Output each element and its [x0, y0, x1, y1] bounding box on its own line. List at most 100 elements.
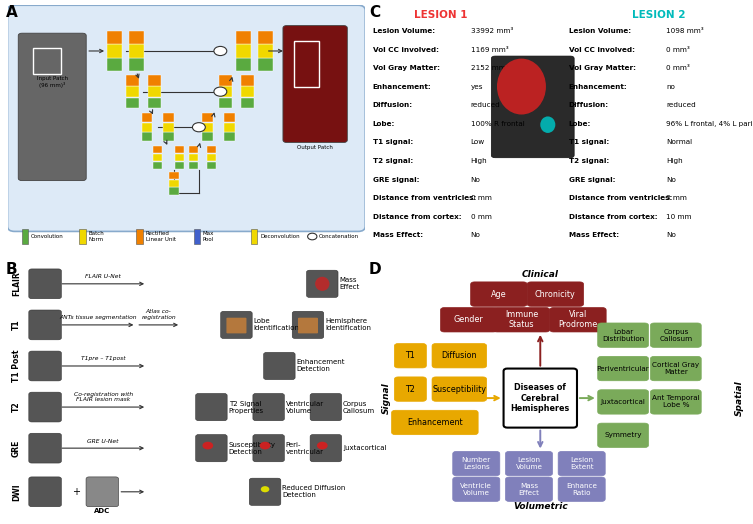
- Bar: [148, 97, 160, 108]
- Text: 96% L frontal, 4% L parietal: 96% L frontal, 4% L parietal: [666, 121, 753, 127]
- FancyBboxPatch shape: [395, 344, 426, 368]
- Text: Lesion Volume:: Lesion Volume:: [569, 28, 631, 34]
- Text: Susceptibility
Detection: Susceptibility Detection: [229, 442, 276, 455]
- FancyBboxPatch shape: [29, 269, 61, 299]
- FancyBboxPatch shape: [392, 410, 478, 435]
- Text: No: No: [471, 232, 480, 238]
- FancyBboxPatch shape: [18, 33, 86, 181]
- FancyBboxPatch shape: [221, 311, 252, 339]
- FancyBboxPatch shape: [249, 478, 281, 506]
- Bar: [241, 75, 254, 85]
- FancyBboxPatch shape: [491, 56, 574, 158]
- Text: Ventricular
Volume: Ventricular Volume: [286, 400, 324, 413]
- Bar: [241, 97, 254, 108]
- Bar: [258, 45, 273, 58]
- Text: Lobe:: Lobe:: [569, 121, 591, 127]
- Text: Vol CC involved:: Vol CC involved:: [569, 47, 635, 53]
- Text: Ventricle
Volume: Ventricle Volume: [460, 483, 492, 496]
- FancyBboxPatch shape: [558, 477, 605, 501]
- Text: Reduced Diffusion
Detection: Reduced Diffusion Detection: [282, 485, 346, 498]
- Text: FLAIR U-Net: FLAIR U-Net: [85, 274, 121, 279]
- Text: Distance from ventricles:: Distance from ventricles:: [373, 195, 476, 201]
- Ellipse shape: [497, 59, 546, 115]
- Text: T2: T2: [405, 385, 416, 394]
- Text: No: No: [471, 177, 480, 182]
- Text: 0 mm: 0 mm: [471, 214, 492, 220]
- Text: 100% R frontal: 100% R frontal: [471, 121, 524, 127]
- FancyBboxPatch shape: [264, 352, 295, 379]
- Text: ANTs tissue segmentation: ANTs tissue segmentation: [59, 315, 136, 320]
- Text: Volumetric: Volumetric: [513, 502, 568, 511]
- Text: Low: Low: [471, 139, 485, 146]
- FancyBboxPatch shape: [598, 356, 648, 381]
- Text: T1pre – T1post: T1pre – T1post: [81, 356, 126, 362]
- Bar: [163, 133, 174, 141]
- FancyBboxPatch shape: [598, 390, 648, 414]
- FancyBboxPatch shape: [306, 270, 338, 298]
- Bar: [32, 48, 61, 74]
- Text: Input Patch
(96 mm)³: Input Patch (96 mm)³: [37, 77, 68, 89]
- Text: 0 mm: 0 mm: [471, 195, 492, 201]
- Bar: [163, 123, 174, 132]
- Bar: [108, 30, 122, 43]
- Circle shape: [260, 442, 270, 450]
- Text: T2 signal:: T2 signal:: [373, 158, 413, 164]
- Bar: [108, 58, 122, 71]
- FancyBboxPatch shape: [298, 318, 318, 333]
- FancyBboxPatch shape: [29, 477, 61, 507]
- FancyBboxPatch shape: [29, 351, 61, 381]
- Text: High: High: [666, 158, 683, 164]
- Circle shape: [317, 442, 328, 450]
- FancyBboxPatch shape: [441, 308, 497, 332]
- FancyBboxPatch shape: [432, 344, 486, 368]
- Text: Max
Pool: Max Pool: [203, 231, 214, 242]
- Bar: [175, 146, 184, 154]
- Text: GRE signal:: GRE signal:: [569, 177, 615, 182]
- Bar: [153, 146, 163, 154]
- Bar: [219, 86, 232, 97]
- FancyBboxPatch shape: [598, 423, 648, 447]
- Bar: [148, 75, 160, 85]
- FancyBboxPatch shape: [227, 318, 246, 333]
- Bar: [224, 123, 235, 132]
- Circle shape: [214, 87, 227, 96]
- Text: 0 mm³: 0 mm³: [666, 47, 691, 53]
- Text: Distance from cortex:: Distance from cortex:: [373, 214, 462, 220]
- Text: Mass Effect:: Mass Effect:: [569, 232, 619, 238]
- Bar: [127, 86, 139, 97]
- Bar: [258, 58, 273, 71]
- Text: Distance from ventricles:: Distance from ventricles:: [569, 195, 672, 201]
- FancyBboxPatch shape: [86, 477, 118, 507]
- Bar: [129, 30, 144, 43]
- FancyBboxPatch shape: [505, 477, 553, 501]
- Text: High: High: [471, 158, 487, 164]
- Bar: [127, 75, 139, 85]
- Text: Symmetry: Symmetry: [605, 432, 642, 438]
- Bar: [203, 123, 213, 132]
- Bar: [203, 113, 213, 122]
- Text: T1 Post: T1 Post: [12, 350, 21, 382]
- Text: Enhancement: Enhancement: [407, 418, 462, 427]
- Text: Diffusion:: Diffusion:: [373, 102, 413, 108]
- Bar: [251, 229, 258, 244]
- Text: Enhance
Ratio: Enhance Ratio: [566, 483, 597, 496]
- Text: No: No: [666, 177, 676, 182]
- Bar: [236, 30, 251, 43]
- Text: 3 mm: 3 mm: [666, 195, 687, 201]
- Bar: [108, 45, 122, 58]
- Bar: [194, 229, 200, 244]
- Text: Normal: Normal: [666, 139, 693, 146]
- Text: Hemisphere
Identification: Hemisphere Identification: [325, 319, 371, 331]
- Bar: [148, 86, 160, 97]
- Bar: [142, 123, 152, 132]
- Bar: [207, 154, 216, 161]
- FancyBboxPatch shape: [651, 356, 701, 381]
- Bar: [129, 58, 144, 71]
- FancyBboxPatch shape: [505, 451, 553, 476]
- Circle shape: [308, 233, 317, 240]
- Circle shape: [203, 442, 213, 450]
- Text: Vol Gray Matter:: Vol Gray Matter:: [569, 65, 636, 71]
- Text: Diffusion:: Diffusion:: [569, 102, 608, 108]
- Bar: [153, 162, 163, 169]
- Bar: [219, 75, 232, 85]
